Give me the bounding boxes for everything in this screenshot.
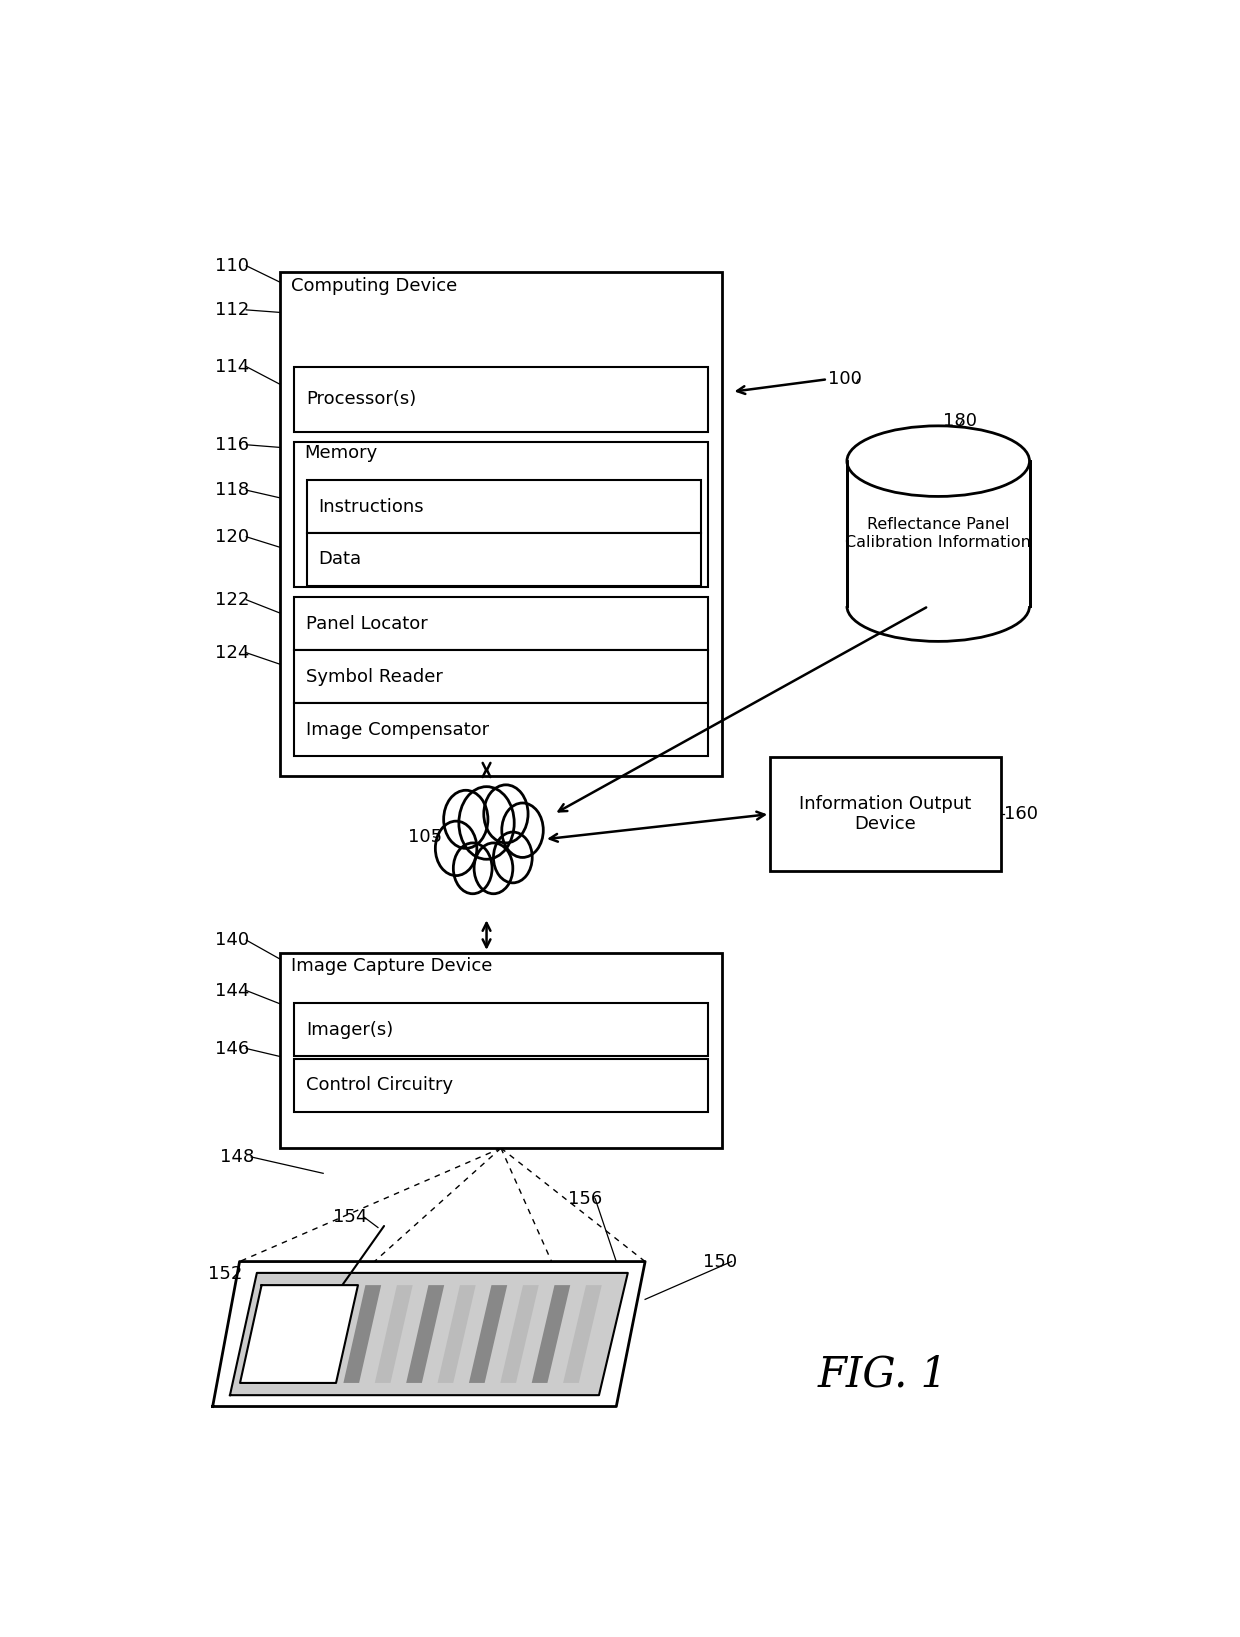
Text: Memory: Memory [304, 444, 377, 462]
Text: 154: 154 [332, 1208, 367, 1226]
Bar [280, 272, 722, 776]
Text: 122: 122 [215, 591, 249, 609]
Text: FIG. 1: FIG. 1 [818, 1354, 949, 1396]
Text: Image Capture Device: Image Capture Device [291, 958, 492, 976]
Polygon shape [213, 1262, 645, 1406]
Circle shape [494, 832, 532, 882]
Text: 120: 120 [215, 527, 249, 545]
Text: 112: 112 [215, 301, 249, 319]
Circle shape [502, 804, 543, 858]
Bar [770, 758, 1001, 871]
Text: 114: 114 [215, 357, 249, 375]
Polygon shape [241, 1285, 358, 1383]
Circle shape [435, 822, 477, 876]
Bar [294, 367, 708, 432]
Polygon shape [563, 1285, 601, 1383]
Text: Instructions: Instructions [319, 498, 424, 516]
Text: 180: 180 [942, 413, 977, 431]
Bar [294, 598, 708, 650]
Text: 148: 148 [221, 1148, 254, 1166]
Text: 110: 110 [215, 257, 248, 275]
Text: Reflectance Panel
Calibration Information: Reflectance Panel Calibration Informatio… [846, 517, 1032, 550]
Polygon shape [438, 1285, 476, 1383]
Text: Information Output
Device: Information Output Device [800, 794, 971, 833]
Bar [847, 462, 1029, 606]
Bar [306, 534, 701, 586]
Text: Panel Locator: Panel Locator [306, 616, 428, 634]
Text: 100: 100 [828, 370, 862, 388]
Bar [294, 1059, 708, 1112]
Text: 105: 105 [408, 828, 441, 846]
Bar [294, 1003, 708, 1056]
Text: Imager(s): Imager(s) [306, 1020, 393, 1038]
Polygon shape [374, 1285, 413, 1383]
Text: 124: 124 [215, 643, 249, 661]
Polygon shape [229, 1274, 627, 1395]
Text: Computing Device: Computing Device [291, 277, 458, 295]
Circle shape [444, 791, 487, 848]
Bar [294, 650, 708, 704]
Polygon shape [469, 1285, 507, 1383]
Bar [306, 480, 701, 534]
Text: 118: 118 [215, 481, 249, 499]
Text: Data: Data [319, 550, 362, 568]
Polygon shape [500, 1285, 538, 1383]
Text: Image Compensator: Image Compensator [306, 720, 489, 738]
Bar [456, 812, 522, 866]
Circle shape [459, 787, 515, 859]
Text: Symbol Reader: Symbol Reader [306, 668, 443, 686]
Text: Control Circuitry: Control Circuitry [306, 1076, 453, 1094]
Text: 140: 140 [215, 931, 249, 949]
Bar [294, 704, 708, 756]
Polygon shape [343, 1285, 381, 1383]
Ellipse shape [847, 426, 1029, 496]
Text: 156: 156 [568, 1190, 603, 1208]
Text: 116: 116 [215, 435, 249, 453]
Text: 152: 152 [208, 1265, 242, 1283]
Text: 144: 144 [215, 982, 249, 1000]
Circle shape [454, 843, 492, 894]
Text: 160: 160 [1003, 805, 1038, 823]
Bar [280, 953, 722, 1148]
Polygon shape [407, 1285, 444, 1383]
Text: 146: 146 [215, 1039, 249, 1058]
Text: Processor(s): Processor(s) [306, 390, 417, 408]
Bar [294, 442, 708, 588]
Circle shape [484, 784, 528, 843]
Polygon shape [532, 1285, 570, 1383]
Circle shape [474, 843, 513, 894]
Text: 150: 150 [703, 1252, 737, 1270]
